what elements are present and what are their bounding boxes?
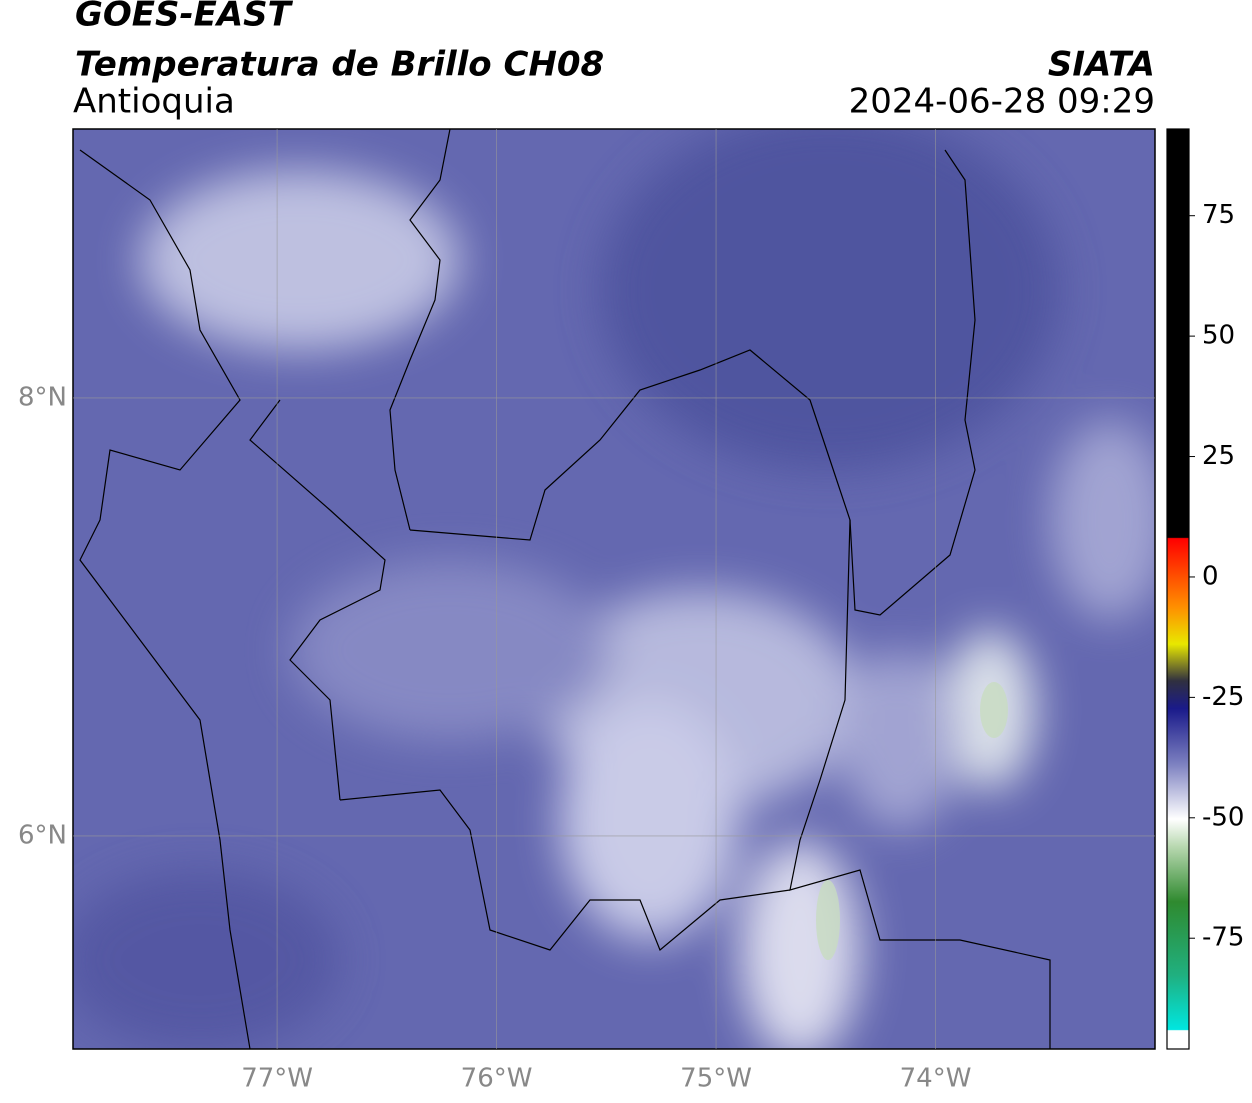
colorbar — [1166, 128, 1190, 1050]
title: GOES-EAST — [75, 0, 294, 35]
colorbar-tick-label: -75 — [1202, 923, 1244, 953]
colorbar-tick-label: 0 — [1202, 561, 1219, 591]
colorbar-tick-label: 50 — [1202, 321, 1235, 351]
region: Antioquia — [73, 82, 235, 122]
y-tick-label: 8°N — [18, 382, 67, 412]
timestamp: 2024-06-28 09:29 — [849, 82, 1155, 122]
source: SIATA — [1048, 45, 1155, 85]
product: Temperatura de Brillo CH08 — [75, 45, 604, 85]
colorbar-tick-label: -25 — [1202, 682, 1244, 712]
map — [73, 129, 1155, 1049]
x-tick-label: 76°W — [461, 1064, 533, 1094]
colorbar-tick-label: -50 — [1202, 802, 1244, 832]
y-tick-label: 6°N — [18, 820, 67, 850]
x-tick-label: 77°W — [241, 1064, 313, 1094]
colorbar-tick-label: 25 — [1202, 441, 1235, 471]
map-frame — [72, 128, 1156, 1050]
colorbar-tick-label: 75 — [1202, 200, 1235, 230]
x-tick-label: 74°W — [900, 1064, 972, 1094]
x-tick-label: 75°W — [680, 1064, 752, 1094]
